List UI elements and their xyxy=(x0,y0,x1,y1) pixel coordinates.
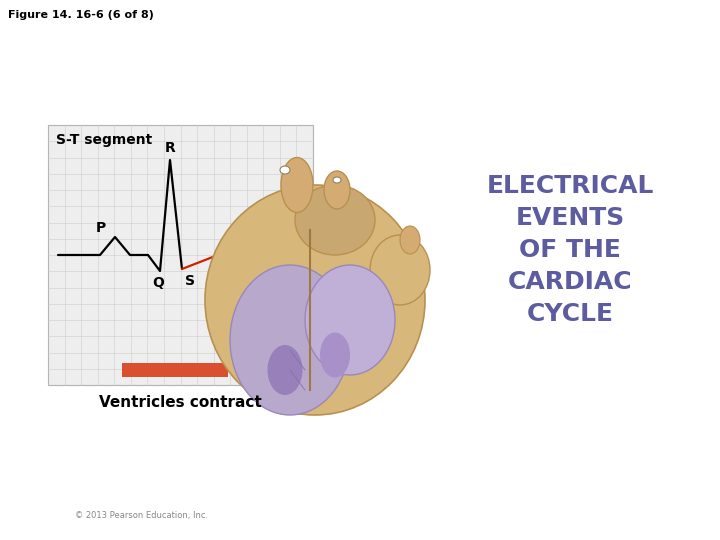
Text: © 2013 Pearson Education, Inc.: © 2013 Pearson Education, Inc. xyxy=(75,511,208,520)
Text: OF THE: OF THE xyxy=(519,238,621,262)
Ellipse shape xyxy=(295,185,375,255)
Ellipse shape xyxy=(370,235,430,305)
Ellipse shape xyxy=(320,333,350,377)
Ellipse shape xyxy=(268,345,302,395)
Text: Ventricles contract: Ventricles contract xyxy=(99,395,262,410)
Text: CYCLE: CYCLE xyxy=(526,302,613,326)
Ellipse shape xyxy=(324,171,350,209)
Ellipse shape xyxy=(205,185,425,415)
Ellipse shape xyxy=(230,265,350,415)
Text: Figure 14. 16-6 (6 of 8): Figure 14. 16-6 (6 of 8) xyxy=(8,10,154,20)
Ellipse shape xyxy=(280,166,290,174)
Text: S-T segment: S-T segment xyxy=(56,133,152,147)
Ellipse shape xyxy=(400,226,420,254)
Text: Q: Q xyxy=(152,276,164,290)
Ellipse shape xyxy=(305,265,395,375)
Text: EVENTS: EVENTS xyxy=(516,206,625,230)
Text: CARDIAC: CARDIAC xyxy=(508,270,632,294)
Ellipse shape xyxy=(281,158,313,213)
Text: R: R xyxy=(165,141,176,155)
Text: S: S xyxy=(185,274,195,288)
Bar xyxy=(48,125,313,385)
Text: ELECTRICAL: ELECTRICAL xyxy=(486,174,654,198)
Bar xyxy=(122,363,228,377)
Text: P: P xyxy=(96,221,106,235)
Ellipse shape xyxy=(333,177,341,183)
